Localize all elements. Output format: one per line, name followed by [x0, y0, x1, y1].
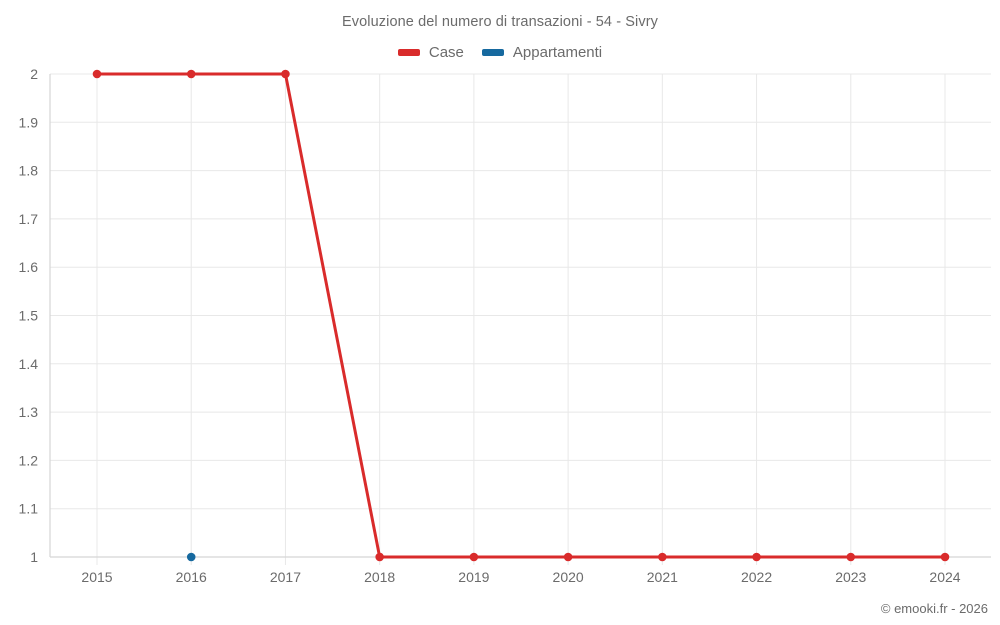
- chart-title: Evoluzione del numero di transazioni - 5…: [342, 14, 658, 30]
- y-axis-tick-labels: 2 1.9 1.8 1.7 1.6 1.5 1.4 1.3 1.2 1.1 1: [19, 66, 39, 565]
- x-axis-tick-labels: 2015 2016 2017 2018 2019 2020 2021 2022 2023 2024: [81, 569, 960, 585]
- data-point-case[interactable]: [92, 69, 102, 79]
- y-axis-tick-label: 1.7: [19, 211, 39, 227]
- y-axis-tick-label: 1.1: [19, 501, 39, 517]
- x-axis-tick-label: 2018: [364, 569, 395, 585]
- x-axis-tick-label: 2022: [741, 569, 772, 585]
- x-axis-tick-label: 2021: [647, 569, 678, 585]
- data-point-appartamenti[interactable]: [186, 552, 196, 562]
- series-line-case: [95, 72, 947, 559]
- x-axis-tick-label: 2015: [81, 569, 112, 585]
- grid-lines: [50, 73, 991, 565]
- y-axis-tick-label: 1.3: [19, 404, 39, 420]
- data-point-case[interactable]: [563, 552, 573, 562]
- footer-credit: © emooki.fr - 2026: [880, 601, 988, 616]
- data-point-case[interactable]: [940, 552, 950, 562]
- x-axis-tick-label: 2019: [458, 569, 489, 585]
- data-point-case[interactable]: [186, 69, 196, 79]
- data-point-case[interactable]: [658, 552, 667, 562]
- y-axis-tick-label: 1.2: [19, 452, 39, 468]
- x-axis-tick-label: 2017: [270, 569, 301, 585]
- legend-swatch-case-icon: [397, 49, 420, 56]
- data-point-case[interactable]: [846, 552, 856, 562]
- data-point-case[interactable]: [375, 552, 384, 562]
- legend-item-case[interactable]: Case: [397, 44, 464, 61]
- x-axis-tick-label: 2020: [553, 569, 584, 585]
- x-axis-tick-label: 2024: [929, 569, 960, 585]
- data-series-layer: [92, 69, 950, 562]
- y-axis-tick-label: 1.9: [19, 114, 39, 130]
- y-axis-tick-label: 1.8: [19, 163, 39, 179]
- y-axis-tick-label: 1.5: [19, 308, 39, 324]
- legend-item-appartamenti[interactable]: Appartamenti: [481, 44, 603, 61]
- chart-legend: Case Appartamenti: [0, 45, 1000, 60]
- y-axis-tick-label: 1.4: [19, 356, 39, 372]
- data-point-case[interactable]: [752, 552, 761, 562]
- x-axis-tick-label: 2016: [176, 569, 207, 585]
- legend-label-appartamenti: Appartamenti: [512, 44, 603, 61]
- x-axis-tick-label: 2023: [835, 569, 866, 585]
- legend-swatch-appartamenti-icon: [481, 49, 504, 56]
- y-axis-tick-label: 1.6: [19, 259, 39, 275]
- data-point-case[interactable]: [281, 69, 290, 79]
- legend-label-case: Case: [428, 44, 464, 61]
- y-axis-tick-label: 1: [30, 549, 38, 565]
- data-point-case[interactable]: [469, 552, 479, 562]
- y-axis-tick-label: 2: [30, 66, 38, 82]
